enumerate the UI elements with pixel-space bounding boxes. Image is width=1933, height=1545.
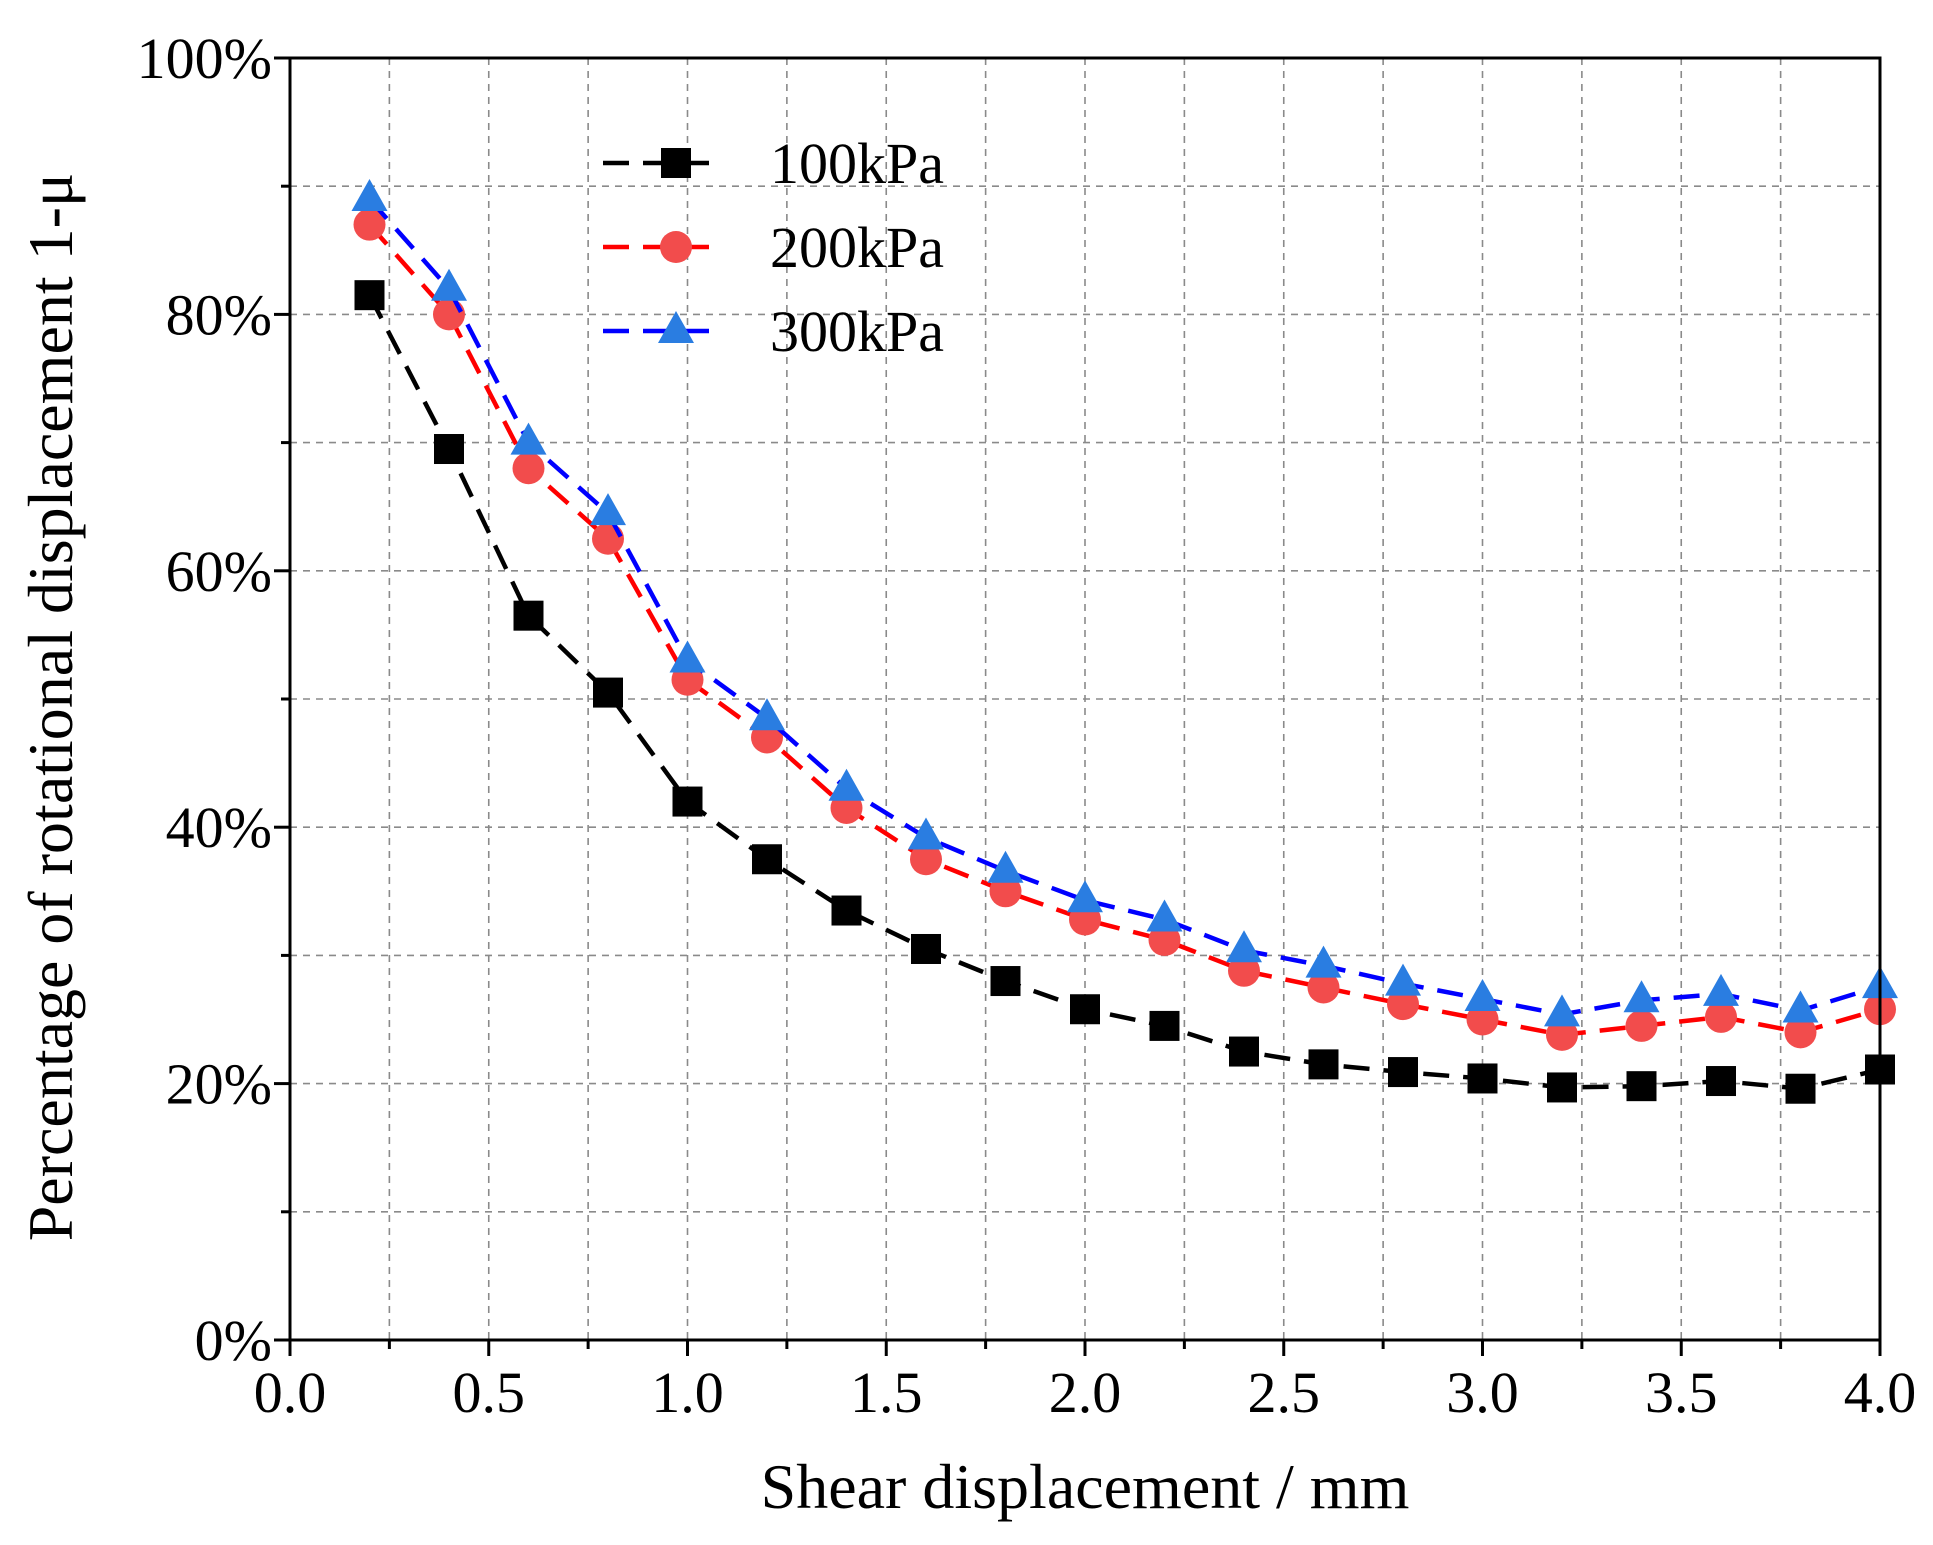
legend-item-200kpa: 200kPa [603,215,944,280]
data-point [1305,945,1342,978]
data-point [1229,1036,1259,1067]
data-point [1466,1003,1499,1036]
legend-marker [660,231,692,263]
data-point [1623,980,1660,1013]
data-point [353,208,386,241]
data-point [908,817,944,850]
data-point [1544,994,1580,1027]
x-tick-label: 1.5 [850,1360,923,1425]
data-point [1705,1000,1737,1033]
x-tick-label: 1.0 [651,1360,724,1425]
data-point [1149,1010,1180,1041]
data-point [669,640,706,673]
data-point [1226,930,1262,963]
data-point [1546,1018,1578,1051]
x-tick-label: 0.0 [254,1360,327,1425]
data-point [431,268,467,301]
y-tick-label: 100% [137,26,272,91]
data-point [1148,924,1181,957]
data-point [593,677,623,708]
data-point [1308,1049,1339,1080]
x-tick-label: 3.0 [1446,1360,1519,1425]
series-100kpa [354,280,1895,1104]
data-point [831,895,862,926]
x-tick-label: 4.0 [1844,1360,1917,1425]
data-point [1070,994,1100,1025]
grid-lines [290,58,1881,1340]
data-point [433,298,465,331]
data-point [911,933,941,964]
y-axis-title: Percentage of rotational displacement 1-… [15,173,86,1242]
legend-label: 100kPa [770,131,944,196]
series-line-300kpa [367,197,1881,1017]
data-point [1625,1009,1658,1042]
data-point [1467,1063,1498,1094]
legend-label: 200kPa [770,215,944,280]
series-300kpa [351,179,1898,1027]
data-point [512,452,545,485]
data-point [752,844,782,875]
axis-ticks: 0.0 0.5 1.0 1.5 2.0 2.5 3.0 3.5 4.0 0% 20% 40% 60% 80… [137,26,1917,1425]
data-point [1626,1071,1657,1102]
data-point [354,280,385,311]
series-line-200kpa [367,223,1881,1038]
data-point [590,493,626,526]
data-point [1706,1066,1736,1097]
y-tick-label: 20% [166,1052,272,1117]
legend-marker [658,311,694,343]
data-point [1385,963,1421,996]
data-point [990,966,1021,997]
x-axis-title: Shear displacement / mm [761,1451,1410,1522]
series-layer [351,179,1898,1104]
data-point [672,786,703,817]
data-point [1307,971,1340,1004]
data-point [1703,973,1739,1006]
data-point [434,434,464,465]
y-tick-label: 80% [166,282,272,347]
x-tick-label: 0.5 [453,1360,526,1425]
data-point [1146,899,1183,932]
data-point [513,600,544,631]
data-point [1464,978,1501,1011]
y-tick-label: 60% [166,539,272,604]
y-tick-label: 40% [166,795,272,860]
x-tick-label: 2.5 [1248,1360,1321,1425]
data-point [989,875,1022,908]
data-point [910,843,942,876]
data-point [1782,990,1819,1023]
x-tick-label: 3.5 [1645,1360,1718,1425]
data-point [510,422,547,455]
legend: 100kPa 200kPa 300kPa [603,131,944,364]
legend-item-100kpa: 100kPa [603,131,944,196]
y-tick-label: 0% [195,1308,272,1373]
data-point [1784,1016,1817,1049]
x-tick-label: 2.0 [1049,1360,1122,1425]
series-200kpa [353,208,1896,1051]
data-point [1067,880,1103,913]
legend-item-300kpa: 300kPa [603,299,944,364]
legend-marker [661,148,691,178]
data-point [749,698,785,731]
data-point [592,522,624,555]
data-point [828,768,865,801]
data-point [1785,1073,1816,1104]
data-point [351,179,388,212]
legend-label: 300kPa [770,299,944,364]
data-point [1228,954,1260,987]
data-point [1388,1057,1418,1088]
data-point [987,850,1024,883]
data-point [1387,988,1419,1021]
data-point [1547,1072,1577,1103]
